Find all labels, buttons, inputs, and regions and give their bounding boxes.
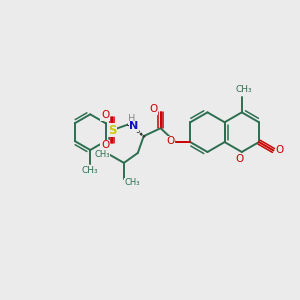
Text: CH₃: CH₃ [236,85,252,94]
Text: CH₃: CH₃ [124,178,140,187]
Text: O: O [101,140,109,150]
Text: N: N [129,121,139,131]
Text: CH₃: CH₃ [82,166,99,175]
Text: S: S [108,124,116,137]
Text: O: O [149,104,158,114]
Text: O: O [101,110,109,120]
Text: CH₃: CH₃ [94,151,110,160]
Text: O: O [275,146,284,155]
Text: O: O [236,154,244,164]
Text: O: O [167,136,175,146]
Text: H: H [128,114,136,124]
